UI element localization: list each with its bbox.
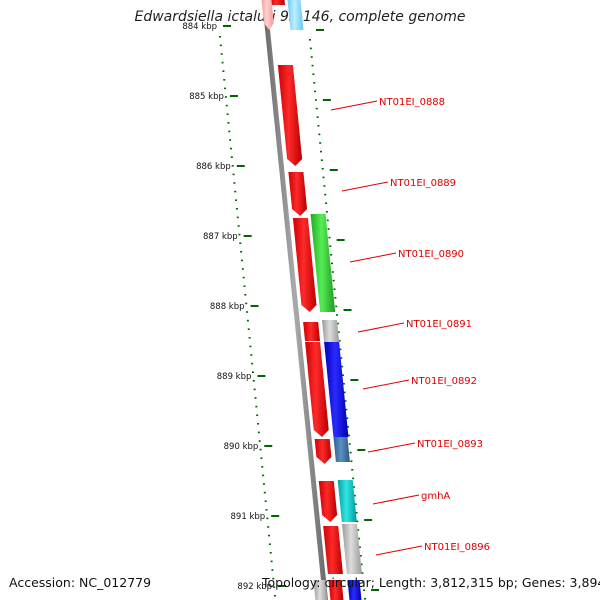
tick-mark: [343, 309, 352, 311]
tick-label: 888 kbp: [210, 302, 245, 312]
gene-feature-reverse: [321, 320, 340, 342]
genome-backbone: [262, 0, 328, 600]
tick-label: 891 kbp: [231, 512, 266, 522]
gene-feature-reverse: [333, 437, 350, 462]
tick-label: 885 kbp: [189, 92, 224, 102]
coordinate-ticks: 884 kbp 885 kbp 886 kbp 887 kbp 888 kbp 889 k…: [182, 22, 380, 592]
gene-feature-reverse: [310, 214, 336, 312]
gene-label: NT01EI_0889: [390, 178, 456, 189]
gene-label-leader: [372, 494, 420, 505]
gene-feature-forward: [323, 526, 343, 574]
gene-feature-forward: [328, 580, 344, 600]
gene-feature-forward: [292, 218, 317, 312]
gene-feature-reverse: [313, 580, 328, 600]
tick-label: 889 kbp: [217, 372, 252, 382]
genome-summary-text: Topology: circular; Length: 3,812,315 bp…: [262, 575, 600, 590]
tick-mark: [243, 235, 252, 237]
gene-feature-reverse: [347, 580, 362, 600]
tick-mark: [257, 375, 266, 377]
accession-text: Accession: NC_012779: [9, 575, 152, 590]
gene-label: gmhA: [421, 491, 450, 502]
tick-label: 884 kbp: [182, 22, 217, 32]
tick-mark: [264, 445, 273, 447]
gene-feature-reverse: [342, 524, 362, 574]
gene-label: NT01EI_0896: [424, 542, 490, 553]
gene-label: NT01EI_0890: [398, 249, 464, 260]
gene-label-leader: [349, 252, 397, 263]
tick-mark: [316, 29, 324, 31]
gene-label-leader: [375, 545, 423, 556]
coordinate-dots: [219, 36, 366, 600]
tick-label: 890 kbp: [224, 442, 259, 452]
gene-feature-forward: [303, 322, 321, 341]
tick-mark: [357, 449, 366, 451]
gene-label: NT01EI_0888: [379, 97, 445, 108]
gene-feature-reverse: [287, 0, 304, 30]
gene-feature-forward: [314, 439, 332, 464]
tick-label: 892 kbp: [237, 582, 272, 592]
gene-label-leader: [357, 322, 405, 333]
tick-mark: [250, 305, 259, 307]
tick-mark: [223, 25, 231, 27]
gene-label-leader: [341, 181, 389, 192]
gene-feature-reverse: [261, 0, 274, 30]
tick-mark: [371, 589, 380, 591]
gene-label-leader: [362, 379, 410, 390]
gene-feature-forward: [288, 172, 308, 216]
tick-mark: [236, 165, 245, 167]
gene-label: NT01EI_0893: [417, 439, 483, 450]
tick-mark: [350, 379, 359, 381]
gene-label: NT01EI_0891: [406, 319, 472, 330]
tick-mark: [271, 515, 280, 517]
gene-labels: NT01EI_0888 NT01EI_0889 NT01EI_0890 NT01EI_…: [330, 97, 490, 556]
gene-label-leader: [330, 100, 378, 111]
gene-feature-reverse: [337, 480, 357, 522]
tick-mark: [229, 95, 238, 97]
gene-label-leader: [367, 442, 416, 453]
tick-mark: [278, 585, 287, 587]
gene-label: NT01EI_0892: [411, 376, 477, 387]
gene-features: [261, 0, 362, 600]
tick-label: 887 kbp: [203, 232, 238, 242]
gene-feature-forward: [318, 481, 338, 522]
tick-mark: [364, 519, 373, 521]
gene-feature-forward: [269, 0, 285, 5]
tick-label: 886 kbp: [196, 162, 231, 172]
tick-mark: [336, 239, 345, 241]
gene-feature-forward: [277, 65, 303, 166]
tick-mark: [322, 99, 331, 101]
gene-feature-reverse: [324, 342, 349, 437]
tick-mark: [329, 169, 338, 171]
gene-feature-forward: [305, 342, 329, 437]
